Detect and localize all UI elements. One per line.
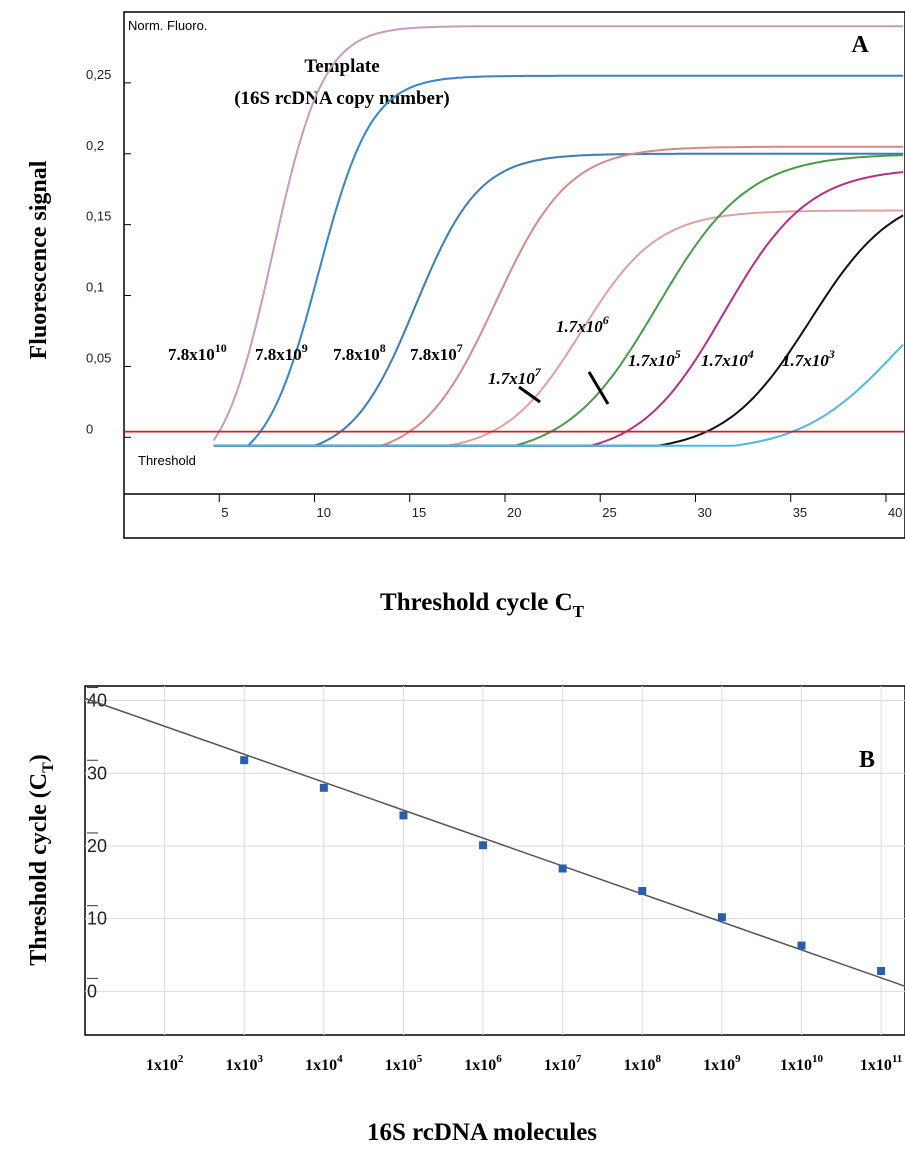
panel-b-frame — [84, 685, 905, 1036]
curve-label: 7.8x108 — [333, 341, 386, 364]
panel-a-y-tick-label: 0 — [86, 421, 93, 436]
panel-b-y-ticks: 40 30 20 10 0 — [87, 687, 107, 1001]
panel-a-x-tick-label: 20 — [507, 505, 521, 520]
panel-a-x-tick-label: 30 — [697, 505, 711, 520]
panel-a: Fluorescence signal Norm. Fluoro. Templa… — [26, 11, 905, 621]
curve-label: 7.8x1010 — [168, 341, 227, 364]
panel-a-y-ticks: 0,25 0,2 0,15 0,1 0,05 0 — [86, 67, 131, 438]
amplification-curve — [212, 25, 904, 442]
panel-b-x-tick-label: 1x105 — [385, 1053, 423, 1074]
standard-curve-point — [240, 756, 249, 765]
panel-a-label-pointers — [518, 371, 610, 405]
standard-curve-point — [399, 811, 408, 820]
standard-curve-point — [797, 941, 806, 950]
standard-curve-point — [638, 887, 647, 896]
panel-a-frame — [123, 11, 905, 539]
panel-a-x-tick-label: 40 — [888, 505, 902, 520]
curve-label: 1.7x107 — [488, 365, 542, 388]
panel-a-legend-subtitle: (16S rcDNA copy number) — [234, 88, 450, 109]
panel-a-x-axis-title: Threshold cycle CT — [380, 589, 585, 621]
panel-b-x-ticks: 1x102 1x103 1x104 1x105 1x106 1x107 1x108 1x109… — [146, 1053, 902, 1074]
panel-b-x-tick-label: 1x1010 — [780, 1053, 824, 1074]
regression-line — [84, 697, 905, 987]
panel-a-legend-title: Template — [304, 56, 379, 77]
panel-b-x-tick-label: 1x104 — [305, 1053, 343, 1074]
amplification-curve — [213, 74, 904, 447]
panel-b-x-tick-label: 1x102 — [146, 1053, 184, 1074]
panel-a-y-axis-title: Fluorescence signal — [26, 160, 52, 359]
curve-label: 1.7x105 — [628, 347, 681, 370]
curve-label: 7.8x109 — [255, 341, 308, 364]
panel-b-x-tick-label: 1x106 — [464, 1053, 502, 1074]
panel-b-y-axis-title: Threshold cycle (CT) — [26, 754, 57, 966]
panel-b-x-tick-label: 1x109 — [703, 1053, 741, 1074]
curve-label: 1.7x106 — [556, 313, 609, 336]
standard-curve-point — [319, 783, 328, 792]
panel-a-curves — [212, 25, 904, 447]
panel-a-x-tick-label: 35 — [793, 505, 807, 520]
panel-a-letter: A — [851, 32, 869, 58]
pointer-1-7e6 — [587, 371, 610, 405]
panel-b-x-axis-title: 16S rcDNA molecules — [367, 1119, 597, 1146]
panel-b-x-tick-label: 1x103 — [225, 1053, 263, 1074]
panel-a-corner-label: Norm. Fluoro. — [128, 18, 207, 33]
standard-curve-point — [717, 913, 726, 922]
panel-b-x-tick-label: 1x108 — [624, 1053, 662, 1074]
panel-a-y-tick-label: 0,15 — [86, 209, 111, 224]
panel-b-x-tick-label: 1x1011 — [860, 1053, 902, 1074]
panel-a-x-ticks: 5 10 15 20 25 30 35 40 — [218, 494, 902, 520]
standard-curve-point — [479, 841, 488, 850]
panel-a-x-tick-label: 15 — [412, 505, 426, 520]
standard-curve-point — [558, 864, 567, 873]
amplification-curve — [213, 152, 904, 447]
panel-b-letter: B — [859, 747, 875, 773]
panel-a-x-tick-label: 25 — [602, 505, 616, 520]
panel-b-y-tick-label: 40 — [87, 691, 107, 711]
panel-a-y-tick-label: 0,2 — [86, 138, 104, 153]
panel-b-y-tick-label: 20 — [87, 836, 107, 856]
curve-label: 7.8x107 — [410, 341, 463, 364]
panel-a-y-tick-label: 0,25 — [86, 67, 111, 82]
curve-label: 1.7x103 — [782, 347, 835, 370]
panel-a-x-tick-label: 5 — [221, 505, 228, 520]
panel-b-y-tick-label: 10 — [87, 909, 107, 929]
panel-a-x-tick-label: 10 — [316, 505, 330, 520]
panel-b-y-tick-label: 0 — [87, 981, 97, 1001]
panel-b-x-tick-label: 1x107 — [544, 1053, 582, 1074]
panel-a-y-tick-label: 0,1 — [86, 280, 104, 295]
amplification-curve — [213, 344, 904, 447]
panel-b-grid — [85, 686, 905, 1035]
pointer-1-7e7 — [518, 385, 541, 404]
standard-curve-point — [877, 967, 886, 976]
panel-b-y-tick-label: 30 — [87, 763, 107, 783]
curve-label: 1.7x104 — [701, 347, 754, 370]
panel-a-y-tick-label: 0,05 — [86, 350, 111, 365]
panel-a-curve-labels: 7.8x1010 7.8x109 7.8x108 7.8x107 1.7x107 1.7x… — [168, 313, 835, 388]
panel-b-points — [240, 756, 886, 976]
threshold-label: Threshold — [138, 453, 196, 468]
